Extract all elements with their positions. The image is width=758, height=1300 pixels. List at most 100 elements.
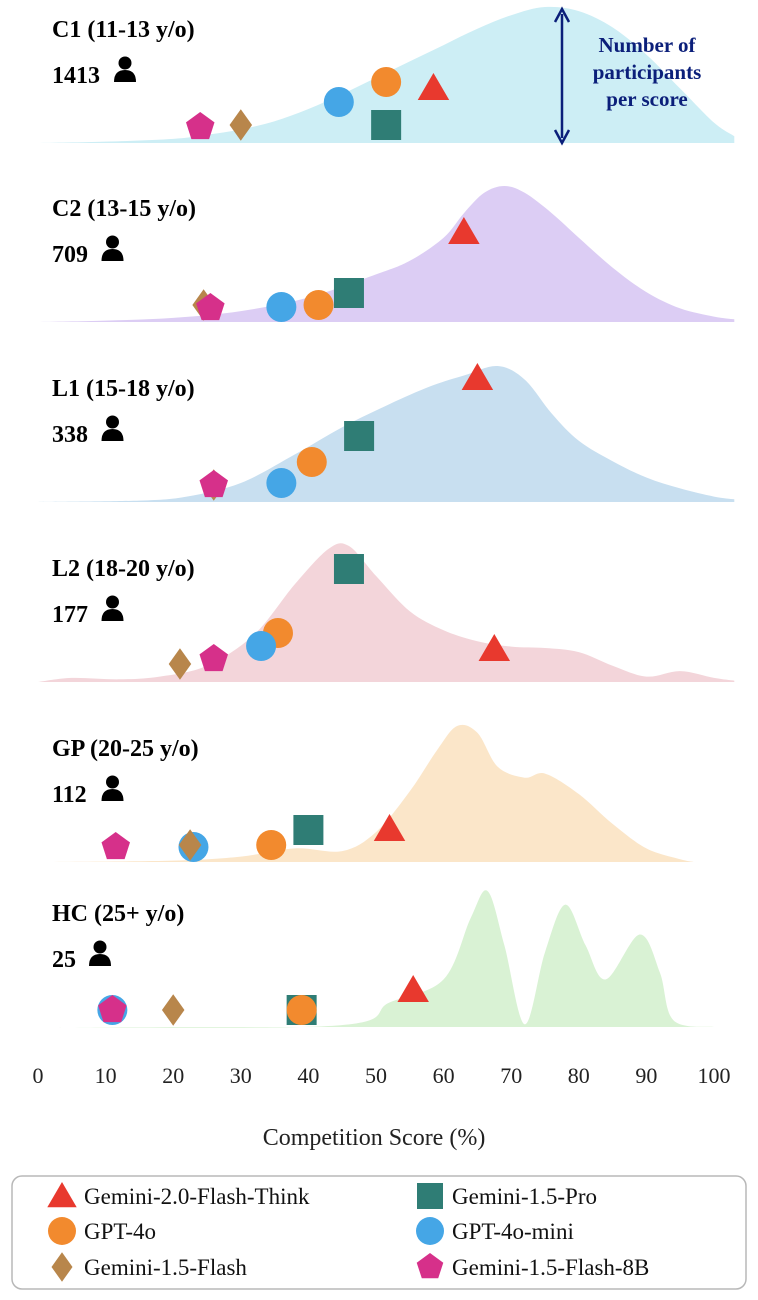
legend-item: Gemini-1.5-Pro [417,1183,597,1209]
marker-gpt-4o [303,290,334,320]
person-icon [101,775,124,801]
marker-gemini-1-5-flash-8b [101,832,130,860]
legend-marker [416,1217,444,1245]
marker-gemini-1-5-pro [293,815,324,845]
marker-gpt-4o [296,447,327,477]
x-tick-label: 60 [433,1063,455,1088]
legend-item: Gemini-1.5-Flash-8B [416,1253,649,1280]
person-icon [101,415,124,441]
x-tick-label: 0 [33,1063,44,1088]
legend-marker [416,1253,444,1279]
marker-gemini-1-5-flash [178,829,202,861]
x-axis-title: Competition Score (%) [263,1125,486,1151]
density-area [38,365,735,502]
annotation-arrow-head-top [553,6,571,23]
x-tick-label: 40 [297,1063,319,1088]
x-tick-label: 50 [365,1063,387,1088]
annotation-line-2: participants [593,60,702,84]
legend-item: GPT-4o [48,1217,156,1245]
marker-gpt-4o [286,995,317,1025]
participant-count: 177 [52,602,88,628]
legend-frame [11,1175,747,1290]
marker-gemini-2-0-flash-think [478,634,511,661]
marker-gemini-1-5-flash-8b [98,995,127,1023]
marker-gemini-2-0-flash-think [397,975,429,1002]
marker-gemini-1-5-flash-8b [196,293,225,321]
marker-gemini-1-5-flash-8b [186,112,215,140]
x-tick-label: 80 [568,1063,590,1088]
ridge-group-5: HC (25+ y/o) 25 [38,890,714,1028]
legend-label: Gemini-1.5-Flash [84,1255,247,1280]
participant-count: 25 [52,947,76,973]
marker-gpt-4o-mini [323,87,354,117]
ridge-group-2: L1 (15-18 y/o) 338 [38,363,735,502]
marker-gpt-4o-mini [266,468,297,498]
legend-marker [47,1182,77,1208]
marker-gemini-2-0-flash-think [373,814,406,841]
x-axis: 0 10 20 30 40 50 60 70 80 90 100 [33,1063,731,1088]
x-tick-label: 30 [230,1063,252,1088]
annotation-line-1: Number of [598,33,696,57]
marker-gpt-4o [371,67,402,97]
legend-item: GPT-4o-mini [416,1217,574,1245]
marker-gemini-2-0-flash-think [448,217,480,244]
person-icon [114,56,136,82]
legend-label: GPT-4o [84,1219,156,1244]
legend-item: Gemini-1.5-Flash [51,1252,247,1282]
density-area [38,890,714,1028]
marker-gemini-1-5-pro [333,554,364,584]
marker-gemini-1-5-flash-8b [199,470,228,498]
legend-label: Gemini-1.5-Flash-8B [452,1255,649,1280]
marker-gemini-1-5-pro [344,421,375,451]
density-area [38,543,735,682]
annotation-line-3: per score [606,87,687,111]
ridges-layer: C1 (11-13 y/o) 1413 C2 (13-15 y/o) 709 L1 (1… [38,6,735,1028]
marker-gemini-1-5-flash [168,648,192,680]
group-label: L1 (15-18 y/o) [52,376,195,402]
marker-gemini-1-5-flash [161,994,185,1026]
ridge-group-3: L2 (18-20 y/o) 177 [38,543,735,682]
annotation-layer: Number of participants per score [553,6,702,146]
annotation-arrow-head-bottom [553,129,571,146]
person-icon [89,940,111,966]
person-icon [101,595,124,621]
marker-gpt-4o-mini [266,292,297,322]
marker-gemini-1-5-flash-8b [199,644,228,672]
legend-label: GPT-4o-mini [452,1219,574,1244]
participant-count: 1413 [52,63,100,89]
legend-label: Gemini-2.0-Flash-Think [84,1184,310,1209]
marker-gemini-1-5-flash [229,109,253,141]
x-tick-label: 10 [95,1063,117,1088]
x-tick-label: 100 [698,1063,731,1088]
legend: Gemini-2.0-Flash-Think Gemini-1.5-Pro GPT-… [11,1175,747,1290]
marker-gemini-1-5-pro [333,278,364,308]
legend-item: Gemini-2.0-Flash-Think [47,1182,310,1209]
legend-marker [48,1217,76,1245]
density-area [38,724,694,862]
marker-gemini-2-0-flash-think [461,363,494,390]
participant-count: 112 [52,782,87,808]
legend-marker [417,1183,443,1209]
x-tick-label: 20 [162,1063,184,1088]
participant-count: 709 [52,242,88,268]
ridge-group-0: C1 (11-13 y/o) 1413 [38,6,735,143]
legend-marker [51,1252,73,1282]
participant-count: 338 [52,422,88,448]
ridge-group-4: GP (20-25 y/o) 112 [38,724,694,862]
legend-label: Gemini-1.5-Pro [452,1184,597,1209]
marker-gemini-2-0-flash-think [417,73,450,100]
marker-gpt-4o [256,830,287,860]
group-label: HC (25+ y/o) [52,901,184,927]
group-label: L2 (18-20 y/o) [52,556,195,582]
group-label: C2 (13-15 y/o) [52,196,196,222]
density-area [38,186,735,322]
marker-gpt-4o-mini [246,631,277,661]
group-label: C1 (11-13 y/o) [52,17,195,43]
x-tick-label: 90 [635,1063,657,1088]
person-icon [101,235,124,261]
marker-gemini-1-5-pro [371,110,402,140]
ridge-group-1: C2 (13-15 y/o) 709 [38,186,735,322]
x-tick-label: 70 [500,1063,522,1088]
group-label: GP (20-25 y/o) [52,736,199,762]
